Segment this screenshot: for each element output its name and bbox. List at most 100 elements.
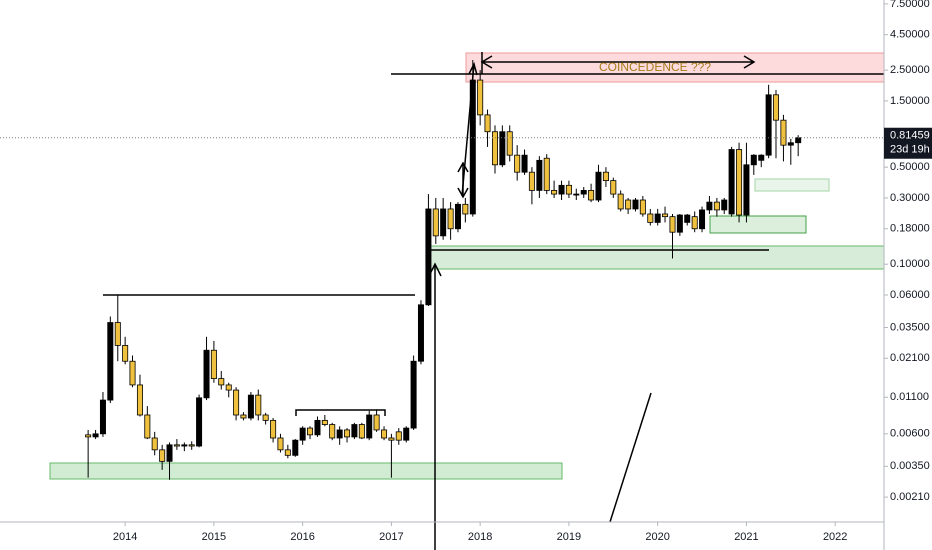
candle-body — [573, 193, 580, 196]
candle-body — [521, 154, 528, 173]
candle-body — [381, 429, 388, 439]
candle-body — [410, 360, 417, 429]
candle-body — [262, 414, 269, 421]
y-tick-label: 0.00210 — [890, 491, 930, 503]
candle-body — [632, 199, 639, 210]
candle-body — [736, 149, 743, 216]
candle-body — [395, 431, 402, 441]
candle-body — [314, 419, 321, 436]
candle-body — [173, 444, 180, 447]
candle-body — [617, 193, 624, 210]
candle-body — [750, 154, 757, 166]
candle-body — [425, 208, 432, 306]
candle-body — [580, 190, 587, 195]
last-price-box — [884, 127, 932, 159]
candle-body — [721, 199, 728, 211]
x-tick-label: 2020 — [645, 531, 669, 543]
drawings: COINCEDENCE ??? — [49, 52, 885, 550]
candle-body — [240, 414, 247, 419]
candle-body — [336, 429, 343, 439]
y-tick-label: 0.30000 — [890, 192, 930, 204]
double-arrow — [480, 52, 756, 74]
candle-body — [203, 349, 210, 399]
candle-body — [417, 304, 424, 362]
candle-body — [210, 349, 217, 379]
x-tick-label: 2014 — [113, 531, 137, 543]
candle-body — [292, 439, 299, 456]
range-line — [295, 409, 386, 416]
double-arrow — [457, 161, 469, 199]
candle-body — [772, 94, 779, 121]
candle-body — [669, 216, 676, 233]
candle-body — [684, 214, 691, 223]
candle-body — [676, 214, 683, 233]
candle-body — [528, 171, 535, 191]
candle-body — [366, 414, 373, 439]
x-tick-label: 2018 — [468, 531, 492, 543]
candle-body — [462, 203, 469, 215]
candle-body — [699, 209, 706, 230]
candle-body — [351, 424, 358, 438]
x-tick-label: 2017 — [379, 531, 403, 543]
candle-body — [765, 94, 772, 156]
y-tick-label: 0.18000 — [890, 223, 930, 235]
candle-body — [432, 208, 439, 237]
candle-body — [484, 114, 491, 133]
candle-body — [344, 429, 351, 438]
candle-body — [233, 389, 240, 416]
candle-body — [654, 213, 661, 223]
candle-body — [403, 427, 410, 441]
candle-body — [506, 131, 513, 156]
x-tick-label: 2019 — [557, 531, 581, 543]
candle-body — [99, 399, 106, 435]
candle-body — [122, 345, 129, 362]
annotation: COINCEDENCE ??? — [599, 60, 711, 74]
candle-body — [129, 360, 136, 386]
candle-body — [491, 131, 498, 166]
candle-body — [329, 424, 336, 439]
candle-body — [92, 433, 99, 438]
candle-body — [107, 322, 114, 401]
y-tick-label: 0.02100 — [890, 352, 930, 364]
candle-body — [558, 184, 565, 195]
candle-body — [144, 414, 151, 439]
y-tick-label: 0.00350 — [890, 460, 930, 472]
x-tick-label: 2022 — [823, 531, 847, 543]
candle-body — [662, 213, 669, 218]
candle-body — [595, 171, 602, 201]
y-tick-label: 7.50000 — [890, 0, 930, 10]
candle-body — [787, 142, 794, 146]
candle-body — [284, 449, 291, 456]
candle-body — [514, 154, 521, 173]
candle-body — [588, 190, 595, 201]
candle-body — [713, 201, 720, 211]
trend-line — [609, 392, 652, 523]
candle-body — [270, 419, 277, 439]
candle-body — [780, 119, 787, 146]
candle-body — [551, 190, 558, 195]
candle-body — [647, 213, 654, 223]
candle-body — [255, 394, 262, 416]
candle-body — [795, 137, 802, 144]
candle-body — [166, 444, 173, 462]
candle-body — [388, 437, 395, 441]
candle-body — [440, 208, 447, 237]
candle-body — [321, 419, 328, 425]
candle-body — [358, 424, 365, 439]
candle-body — [536, 159, 543, 191]
y-tick-label: 0.06000 — [890, 289, 930, 301]
x-tick-label: 2015 — [202, 531, 226, 543]
candle-body — [610, 180, 617, 195]
candle-body — [181, 444, 188, 447]
last-price-label: 0.81459 — [890, 130, 930, 142]
candle-body — [196, 397, 203, 447]
y-tick-label: 0.00600 — [890, 428, 930, 440]
support-zone — [49, 462, 563, 480]
candle-body — [706, 201, 713, 211]
candle-body — [447, 208, 454, 230]
candle-body — [477, 79, 484, 116]
y-tick-label: 0.10000 — [890, 258, 930, 270]
candle-body — [691, 216, 698, 230]
